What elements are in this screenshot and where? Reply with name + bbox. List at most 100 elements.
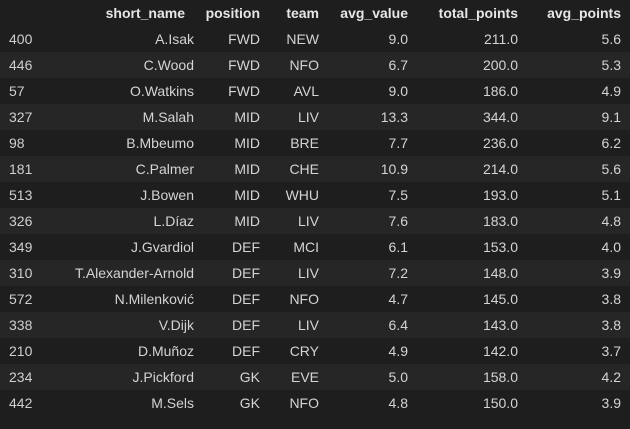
cell-total-points: 143.0	[417, 312, 527, 338]
cell-short-name: L.Díaz	[48, 208, 194, 234]
table-header: short_name position team avg_value total…	[0, 0, 630, 26]
cell-position: FWD	[194, 26, 269, 52]
cell-team: CHE	[269, 156, 328, 182]
header-position: position	[205, 5, 260, 21]
cell-index: 446	[0, 52, 48, 78]
cell-total-points: 148.0	[417, 260, 527, 286]
cell-avg-value: 7.7	[328, 130, 417, 156]
cell-index: 57	[0, 78, 48, 104]
cell-position: MID	[194, 130, 269, 156]
cell-total-points: 200.0	[417, 52, 527, 78]
cell-avg-points: 5.3	[527, 52, 630, 78]
cell-position: GK	[194, 390, 269, 416]
table-row: 57 O.Watkins FWD AVL 9.0 186.0 4.9	[0, 78, 630, 104]
cell-team: MCI	[269, 234, 328, 260]
cell-short-name: A.Isak	[48, 26, 194, 52]
cell-avg-points: 5.6	[527, 156, 630, 182]
cell-team: LIV	[269, 312, 328, 338]
cell-position: DEF	[194, 286, 269, 312]
cell-total-points: 193.0	[417, 182, 527, 208]
table-row: 210 D.Muñoz DEF CRY 4.9 142.0 3.7	[0, 338, 630, 364]
cell-total-points: 145.0	[417, 286, 527, 312]
cell-total-points: 211.0	[417, 26, 527, 52]
cell-index: 310	[0, 260, 48, 286]
cell-team: BRE	[269, 130, 328, 156]
cell-avg-value: 4.9	[328, 338, 417, 364]
cell-avg-value: 6.4	[328, 312, 417, 338]
cell-avg-value: 6.7	[328, 52, 417, 78]
cell-index: 572	[0, 286, 48, 312]
cell-avg-value: 9.0	[328, 26, 417, 52]
table-row: 326 L.Díaz MID LIV 7.6 183.0 4.8	[0, 208, 630, 234]
cell-total-points: 158.0	[417, 364, 527, 390]
dataframe-table: short_name position team avg_value total…	[0, 0, 630, 416]
table-row: 310 T.Alexander-Arnold DEF LIV 7.2 148.0…	[0, 260, 630, 286]
cell-index: 327	[0, 104, 48, 130]
table-row: 234 J.Pickford GK EVE 5.0 158.0 4.2	[0, 364, 630, 390]
cell-index: 234	[0, 364, 48, 390]
header-total-points: total_points	[438, 5, 518, 21]
header-short-name: short_name	[105, 5, 185, 21]
cell-avg-points: 4.0	[527, 234, 630, 260]
table-row: 181 C.Palmer MID CHE 10.9 214.0 5.6	[0, 156, 630, 182]
cell-position: DEF	[194, 312, 269, 338]
table-body: 400 A.Isak FWD NEW 9.0 211.0 5.6 446 C.W…	[0, 26, 630, 416]
cell-team: LIV	[269, 104, 328, 130]
cell-short-name: J.Pickford	[48, 364, 194, 390]
cell-avg-value: 7.5	[328, 182, 417, 208]
cell-avg-value: 10.9	[328, 156, 417, 182]
cell-index: 326	[0, 208, 48, 234]
cell-avg-points: 3.9	[527, 390, 630, 416]
cell-short-name: M.Salah	[48, 104, 194, 130]
table-row: 446 C.Wood FWD NFO 6.7 200.0 5.3	[0, 52, 630, 78]
cell-avg-points: 3.8	[527, 286, 630, 312]
cell-short-name: B.Mbeumo	[48, 130, 194, 156]
cell-team: WHU	[269, 182, 328, 208]
cell-team: LIV	[269, 208, 328, 234]
cell-team: AVL	[269, 78, 328, 104]
table-row: 349 J.Gvardiol DEF MCI 6.1 153.0 4.0	[0, 234, 630, 260]
cell-avg-value: 6.1	[328, 234, 417, 260]
cell-short-name: J.Bowen	[48, 182, 194, 208]
cell-position: MID	[194, 208, 269, 234]
cell-team: NEW	[269, 26, 328, 52]
header-avg-points: avg_points	[547, 5, 621, 21]
cell-short-name: C.Wood	[48, 52, 194, 78]
cell-avg-value: 7.2	[328, 260, 417, 286]
cell-position: DEF	[194, 260, 269, 286]
cell-avg-points: 5.1	[527, 182, 630, 208]
table-row: 572 N.Milenković DEF NFO 4.7 145.0 3.8	[0, 286, 630, 312]
cell-index: 338	[0, 312, 48, 338]
cell-total-points: 142.0	[417, 338, 527, 364]
cell-team: CRY	[269, 338, 328, 364]
header-team: team	[286, 5, 319, 21]
cell-total-points: 150.0	[417, 390, 527, 416]
cell-avg-value: 4.8	[328, 390, 417, 416]
cell-index: 98	[0, 130, 48, 156]
cell-short-name: V.Dijk	[48, 312, 194, 338]
table-row: 400 A.Isak FWD NEW 9.0 211.0 5.6	[0, 26, 630, 52]
cell-total-points: 214.0	[417, 156, 527, 182]
cell-avg-points: 3.7	[527, 338, 630, 364]
cell-avg-points: 4.8	[527, 208, 630, 234]
table-row: 327 M.Salah MID LIV 13.3 344.0 9.1	[0, 104, 630, 130]
cell-position: DEF	[194, 234, 269, 260]
cell-total-points: 186.0	[417, 78, 527, 104]
cell-team: NFO	[269, 52, 328, 78]
cell-position: MID	[194, 156, 269, 182]
cell-short-name: J.Gvardiol	[48, 234, 194, 260]
cell-avg-value: 7.6	[328, 208, 417, 234]
cell-position: MID	[194, 182, 269, 208]
cell-index: 400	[0, 26, 48, 52]
cell-team: NFO	[269, 286, 328, 312]
cell-short-name: D.Muñoz	[48, 338, 194, 364]
cell-total-points: 236.0	[417, 130, 527, 156]
cell-short-name: O.Watkins	[48, 78, 194, 104]
cell-avg-points: 3.8	[527, 312, 630, 338]
cell-avg-value: 4.7	[328, 286, 417, 312]
cell-short-name: C.Palmer	[48, 156, 194, 182]
cell-avg-points: 3.9	[527, 260, 630, 286]
cell-avg-points: 6.2	[527, 130, 630, 156]
cell-team: NFO	[269, 390, 328, 416]
cell-position: GK	[194, 364, 269, 390]
